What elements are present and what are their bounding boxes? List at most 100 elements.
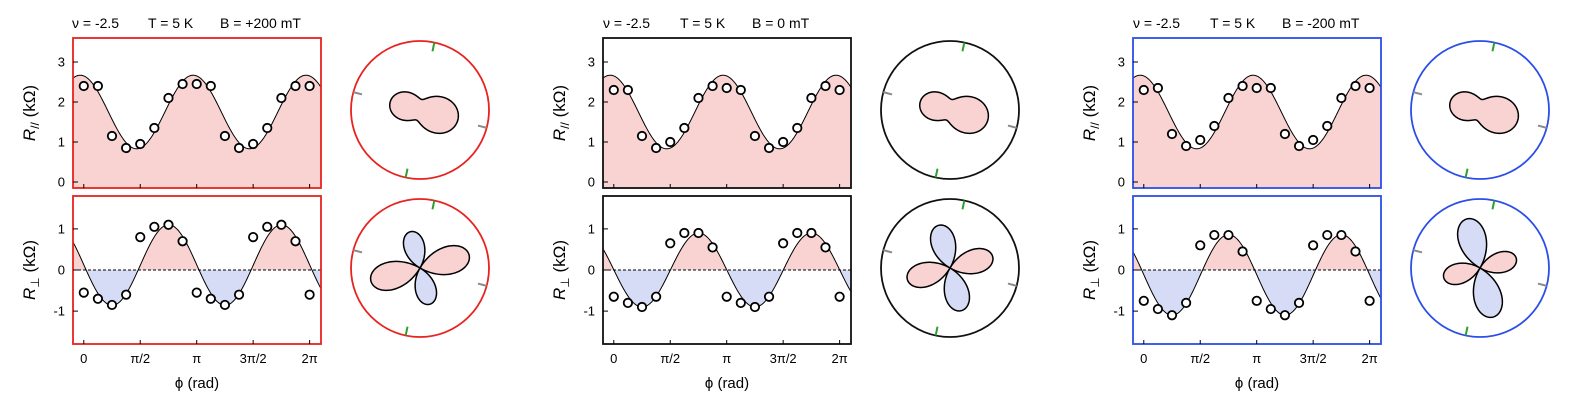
polar-perp-diagram — [1410, 198, 1550, 338]
r-par-plot: 0 1 2 3 R// (kΩ) — [20, 37, 322, 190]
polar-par-diagram — [350, 40, 490, 180]
data-point — [1322, 229, 1333, 241]
data-point — [205, 80, 216, 92]
data-point — [1138, 84, 1149, 96]
data-point — [707, 242, 718, 253]
fill-negative — [73, 270, 321, 306]
fill-area — [1133, 75, 1381, 188]
y-tick-label: 2 — [58, 95, 65, 110]
field-label: B = +200 mT — [220, 15, 301, 31]
data-point — [820, 80, 831, 92]
data-point — [792, 122, 803, 134]
y-axis-label: R// (kΩ) — [550, 85, 572, 141]
data-point — [1279, 310, 1291, 321]
x-tick-label: 0 — [80, 351, 87, 366]
polar-petal — [943, 266, 971, 312]
r-perp-plot: -1 0 1 0 π/2 π 3π/2 2π R⊥ (kΩ) — [20, 195, 322, 366]
gray-tick-mark — [1007, 124, 1017, 129]
data-point — [1293, 140, 1305, 152]
data-point — [834, 84, 845, 96]
y-tick-label: 2 — [1118, 95, 1125, 110]
data-point — [248, 138, 259, 150]
green-tick-mark — [431, 200, 436, 210]
green-tick-mark — [1464, 326, 1469, 336]
gray-tick-mark — [1537, 124, 1547, 129]
green-tick-mark — [1491, 42, 1496, 52]
data-point — [721, 82, 732, 94]
polar-perp-diagram — [880, 198, 1020, 338]
fill-area — [603, 75, 851, 188]
data-point — [792, 227, 803, 239]
data-point — [1223, 92, 1234, 104]
data-point — [233, 289, 245, 300]
data-point — [1293, 297, 1305, 308]
data-point — [749, 301, 761, 313]
data-point — [834, 291, 845, 302]
y-axis-label: R⊥ (kΩ) — [20, 240, 42, 300]
data-point — [622, 297, 634, 308]
fill-group — [73, 74, 321, 188]
x-tick-label: 2π — [302, 351, 318, 366]
data-point — [651, 142, 662, 154]
data-point — [276, 219, 287, 230]
y-axis-label: R// (kΩ) — [20, 85, 42, 141]
data-point — [177, 236, 188, 247]
polar-petal — [1456, 217, 1488, 270]
panel-b-minus-200: ν = -2.5 T = 5 K B = -200 mT 0 1 2 3 R// (kΩ… — [1080, 15, 1550, 392]
x-tick-label: π — [722, 351, 731, 366]
y-tick-label: 0 — [58, 175, 65, 190]
y-axis-label: R⊥ (kΩ) — [1080, 240, 1102, 300]
data-point — [679, 227, 690, 239]
x-tick-label: 0 — [1140, 351, 1147, 366]
data-point — [1364, 82, 1375, 94]
green-tick-mark — [934, 168, 939, 178]
data-point — [191, 78, 202, 90]
x-tick-label: π/2 — [660, 351, 680, 366]
fit-curve — [73, 74, 321, 150]
gray-tick-mark — [883, 249, 893, 254]
x-tick-label: 3π/2 — [240, 351, 267, 366]
x-tick-label: 2π — [1362, 351, 1378, 366]
data-point — [121, 142, 132, 154]
data-point — [191, 287, 202, 298]
gray-tick-mark — [477, 124, 487, 129]
data-point — [1195, 240, 1206, 251]
data-point — [1364, 295, 1375, 306]
y-tick-label: -1 — [583, 304, 595, 319]
polar-petal — [1442, 262, 1482, 286]
polar-perp-diagram — [350, 198, 490, 338]
data-point — [290, 80, 301, 92]
data-point — [693, 227, 704, 239]
y-tick-label: 0 — [588, 175, 595, 190]
data-point — [1166, 128, 1178, 140]
gray-tick-mark — [353, 249, 363, 254]
data-point — [1181, 297, 1192, 308]
data-point — [304, 80, 315, 92]
temperature-label: T = 5 K — [680, 15, 726, 31]
data-point — [1265, 82, 1276, 94]
fill-negative — [603, 270, 851, 307]
data-point — [665, 238, 676, 249]
data-point — [219, 130, 231, 142]
data-point — [820, 242, 831, 253]
polar-petal — [1472, 266, 1504, 319]
fill-positive — [73, 224, 321, 270]
polar-lobe — [1448, 91, 1520, 135]
data-point — [205, 293, 216, 304]
polar-par-diagram — [1410, 40, 1550, 180]
nu-label: ν = -2.5 — [1133, 15, 1180, 31]
y-axis-label: R⊥ (kΩ) — [550, 240, 572, 300]
fit-curve — [1133, 74, 1381, 150]
data-point — [149, 221, 160, 232]
data-point — [608, 84, 619, 96]
y-tick-label: 1 — [588, 135, 595, 150]
y-tick-label: 0 — [1118, 263, 1125, 278]
polar-petal — [418, 244, 471, 276]
data-point — [1350, 246, 1361, 257]
gray-tick-mark — [353, 91, 363, 96]
polar-petal — [906, 261, 952, 289]
data-point — [749, 130, 761, 142]
green-tick-mark — [404, 326, 409, 336]
field-label: B = 0 mT — [752, 15, 810, 31]
data-point — [149, 122, 160, 134]
